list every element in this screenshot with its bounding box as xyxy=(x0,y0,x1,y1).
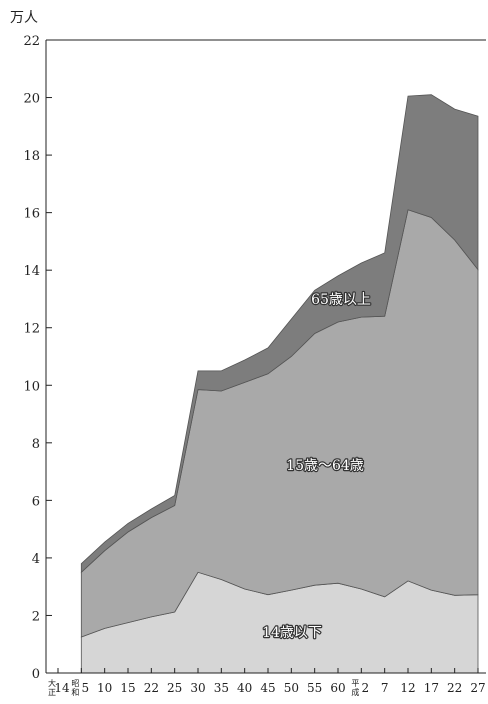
x-tick-label: 35 xyxy=(214,681,229,695)
y-tick-labels: 0 2 4 6 8 10 12 14 16 18 20 22 xyxy=(23,34,52,682)
x-tick-label: 22 xyxy=(144,681,159,695)
x-era-label: 大 xyxy=(48,678,56,688)
y-tick-label: 8 xyxy=(32,437,40,452)
x-tick-label: 55 xyxy=(307,681,322,695)
y-tick-label: 6 xyxy=(32,494,40,509)
x-tick-label: 17 xyxy=(424,681,439,695)
y-tick-label: 16 xyxy=(23,207,40,222)
x-tick-label: 22 xyxy=(447,681,462,695)
x-tick-label: 45 xyxy=(260,681,275,695)
y-axis-unit-label: 万人 xyxy=(10,10,38,26)
area-series-2 xyxy=(80,209,479,638)
x-tick-label: 7 xyxy=(381,681,389,695)
x-tick-label: 60 xyxy=(330,681,345,695)
y-tick-label: 4 xyxy=(32,552,40,567)
y-tick-label: 18 xyxy=(23,149,40,164)
y-tick-label: 2 xyxy=(32,609,40,624)
x-tick-label: 15 xyxy=(120,681,135,695)
x-era-label: 正 xyxy=(48,688,56,697)
y-tick-label: 22 xyxy=(23,34,40,49)
y-tick-label: 20 xyxy=(23,92,40,107)
y-tick-label: 10 xyxy=(23,379,40,394)
x-tick-label: 12 xyxy=(400,681,415,695)
y-tick-label: 14 xyxy=(23,264,40,279)
x-tick-label: 27 xyxy=(470,681,485,695)
x-tick-label: 2 xyxy=(362,681,370,695)
x-era-label: 平 xyxy=(351,679,359,688)
stacked-areas xyxy=(80,94,479,674)
x-tick-label: 40 xyxy=(237,681,252,695)
y-tick-label: 12 xyxy=(23,322,40,337)
x-tick-label: 25 xyxy=(167,681,182,695)
area-labels: 14歳以下 15歳～64歳 65歳以上 xyxy=(261,291,372,642)
x-era-label: 成 xyxy=(351,687,359,697)
x-era-label: 昭 xyxy=(71,679,79,688)
x-era-label: 和 xyxy=(71,688,79,697)
area-series-3 xyxy=(80,94,479,574)
axes xyxy=(45,39,486,674)
area-label-series-3: 65歳以上 xyxy=(311,292,371,308)
x-tick-label: 5 xyxy=(82,681,90,695)
x-tick-label: 10 xyxy=(97,681,112,695)
y-tick-label: 0 xyxy=(32,667,40,682)
area-label-series-2: 15歳～64歳 xyxy=(286,458,364,474)
area-label-series-1: 14歳以下 xyxy=(262,625,322,641)
x-tick-label: 14 xyxy=(54,681,70,695)
x-tick-label: 50 xyxy=(284,681,299,695)
x-tick-label: 30 xyxy=(190,681,205,695)
